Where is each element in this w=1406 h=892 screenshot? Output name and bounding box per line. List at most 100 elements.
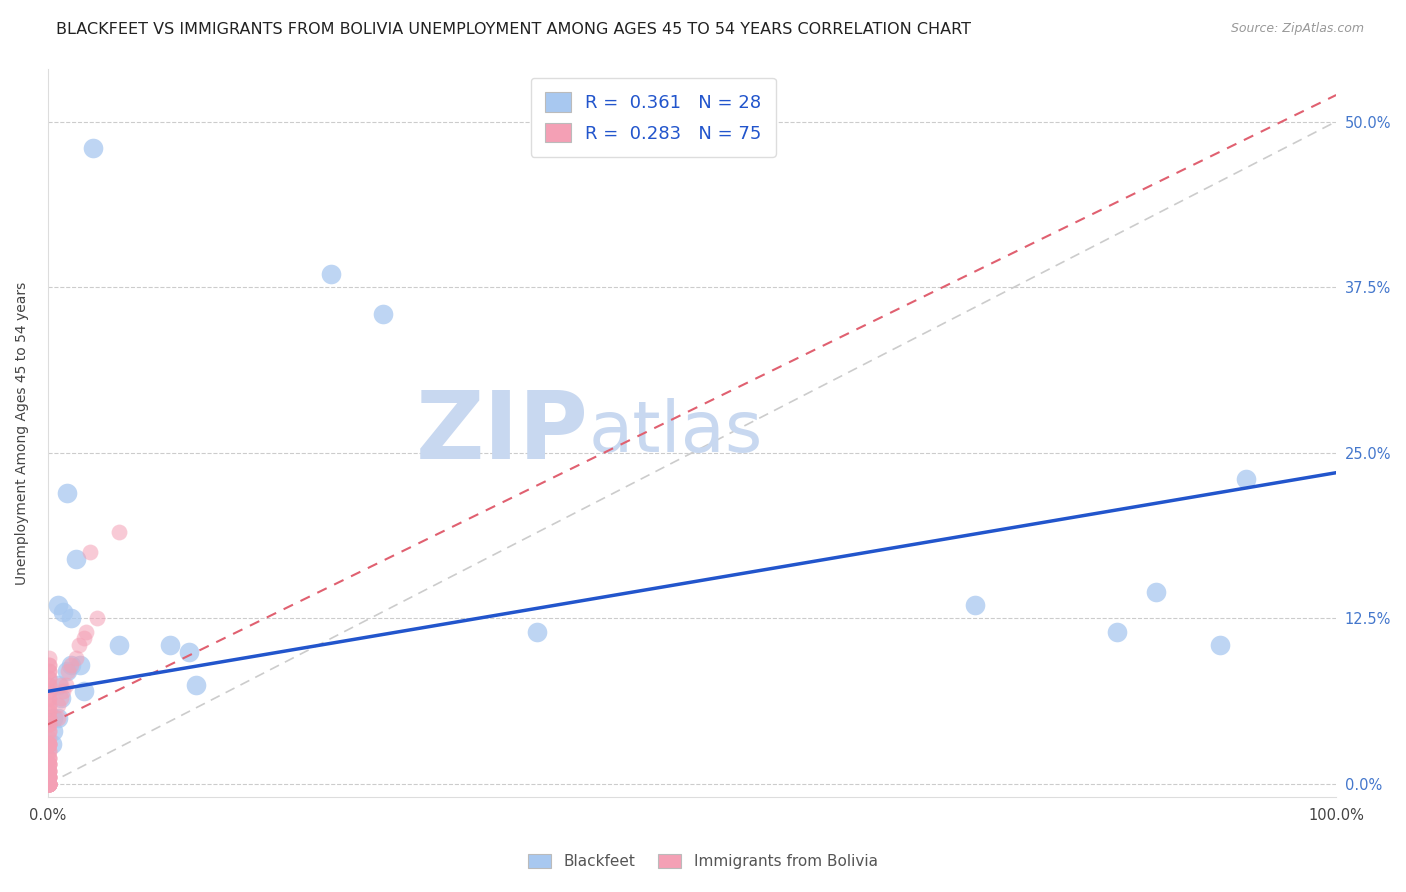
- Point: [1209, 638, 1232, 652]
- Point: [46, 711, 69, 725]
- Point: [42, 711, 65, 725]
- Point: [38, 777, 60, 791]
- Point: [38, 657, 60, 672]
- Point: [49, 690, 72, 705]
- Point: [65, 551, 87, 566]
- Point: [38, 678, 60, 692]
- Point: [38, 737, 60, 751]
- Point: [38, 711, 60, 725]
- Point: [41, 737, 63, 751]
- Text: ZIP: ZIP: [416, 387, 589, 479]
- Point: [38, 724, 60, 739]
- Point: [59, 657, 82, 672]
- Point: [56, 485, 79, 500]
- Point: [38, 737, 60, 751]
- Point: [38, 764, 60, 778]
- Point: [38, 737, 60, 751]
- Point: [58, 665, 80, 679]
- Point: [73, 632, 96, 646]
- Point: [38, 678, 60, 692]
- Point: [179, 644, 201, 658]
- Point: [65, 651, 87, 665]
- Point: [38, 711, 60, 725]
- Point: [107, 638, 129, 652]
- Point: [38, 771, 60, 785]
- Point: [1144, 585, 1167, 599]
- Point: [49, 678, 72, 692]
- Point: [38, 690, 60, 705]
- Point: [38, 744, 60, 758]
- Point: [56, 665, 79, 679]
- Point: [38, 764, 60, 778]
- Point: [159, 638, 181, 652]
- Point: [38, 777, 60, 791]
- Point: [38, 764, 60, 778]
- Point: [38, 777, 60, 791]
- Point: [107, 525, 129, 540]
- Point: [46, 598, 69, 612]
- Y-axis label: Unemployment Among Ages 45 to 54 years: Unemployment Among Ages 45 to 54 years: [15, 281, 30, 584]
- Point: [38, 757, 60, 772]
- Point: [49, 690, 72, 705]
- Point: [38, 665, 60, 679]
- Point: [75, 624, 97, 639]
- Point: [46, 698, 69, 712]
- Point: [965, 598, 987, 612]
- Point: [38, 750, 60, 764]
- Point: [38, 771, 60, 785]
- Point: [38, 757, 60, 772]
- Point: [38, 777, 60, 791]
- Point: [38, 771, 60, 785]
- Point: [184, 678, 207, 692]
- Point: [38, 671, 60, 685]
- Point: [38, 684, 60, 698]
- Text: BLACKFEET VS IMMIGRANTS FROM BOLIVIA UNEMPLOYMENT AMONG AGES 45 TO 54 YEARS CORR: BLACKFEET VS IMMIGRANTS FROM BOLIVIA UNE…: [56, 22, 972, 37]
- Point: [38, 777, 60, 791]
- Point: [59, 657, 82, 672]
- Point: [38, 757, 60, 772]
- Point: [79, 545, 101, 559]
- Point: [38, 777, 60, 791]
- Point: [86, 611, 108, 625]
- Point: [38, 731, 60, 745]
- Text: Source: ZipAtlas.com: Source: ZipAtlas.com: [1230, 22, 1364, 36]
- Legend: Blackfeet, Immigrants from Bolivia: Blackfeet, Immigrants from Bolivia: [523, 847, 883, 875]
- Point: [82, 141, 104, 155]
- Point: [42, 724, 65, 739]
- Point: [38, 771, 60, 785]
- Point: [371, 307, 394, 321]
- Point: [38, 750, 60, 764]
- Point: [38, 771, 60, 785]
- Text: atlas: atlas: [589, 399, 763, 467]
- Point: [52, 605, 75, 619]
- Point: [46, 711, 69, 725]
- Point: [38, 744, 60, 758]
- Point: [73, 684, 96, 698]
- Point: [321, 267, 343, 281]
- Point: [38, 777, 60, 791]
- Point: [38, 750, 60, 764]
- Point: [526, 624, 548, 639]
- Point: [38, 771, 60, 785]
- Point: [46, 678, 69, 692]
- Point: [38, 737, 60, 751]
- Point: [38, 698, 60, 712]
- Point: [69, 657, 91, 672]
- Point: [67, 638, 90, 652]
- Point: [38, 665, 60, 679]
- Point: [38, 657, 60, 672]
- Point: [38, 757, 60, 772]
- Point: [38, 777, 60, 791]
- Point: [1107, 624, 1129, 639]
- Point: [38, 717, 60, 731]
- Point: [38, 777, 60, 791]
- Point: [38, 698, 60, 712]
- Point: [38, 704, 60, 718]
- Point: [1234, 472, 1257, 486]
- Point: [38, 690, 60, 705]
- Point: [59, 611, 82, 625]
- Point: [38, 777, 60, 791]
- Point: [38, 777, 60, 791]
- Point: [55, 678, 77, 692]
- Point: [38, 684, 60, 698]
